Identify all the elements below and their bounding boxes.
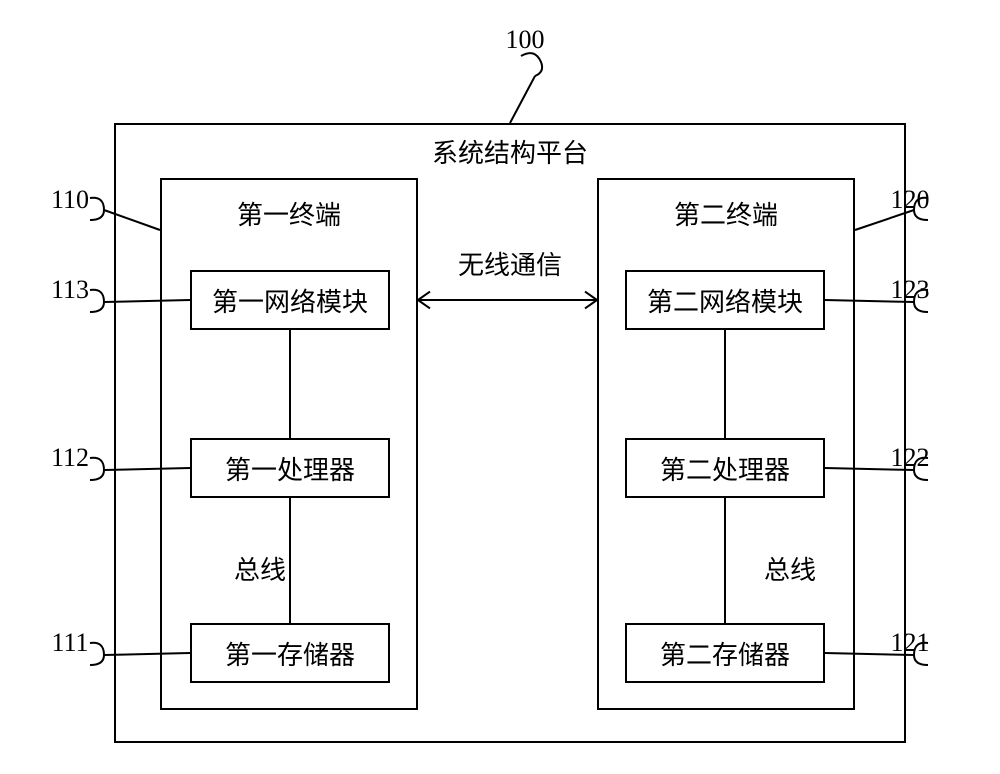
module-ref-number: 113 bbox=[0, 275, 220, 305]
module-box: 第一存储器 bbox=[190, 623, 390, 683]
module-ref-number: 123 bbox=[760, 275, 1000, 305]
diagram-stage: 系统结构平台 100 无线通信 第一终端110总线第一网络模块113第一处理器1… bbox=[0, 0, 1000, 774]
terminal-ref-number: 110 bbox=[0, 185, 220, 215]
module-ref-number: 111 bbox=[0, 628, 220, 658]
outer-ref-number: 100 bbox=[375, 25, 675, 55]
module-ref-number: 112 bbox=[0, 443, 220, 473]
module-ref-number: 121 bbox=[760, 628, 1000, 658]
module-ref-number: 122 bbox=[760, 443, 1000, 473]
module-box: 第一处理器 bbox=[190, 438, 390, 498]
module-box: 第一网络模块 bbox=[190, 270, 390, 330]
outer-title: 系统结构平台 bbox=[360, 133, 660, 170]
bus-label: 总线 bbox=[110, 550, 410, 587]
bus-label: 总线 bbox=[640, 550, 940, 587]
terminal-ref-number: 120 bbox=[760, 185, 1000, 215]
